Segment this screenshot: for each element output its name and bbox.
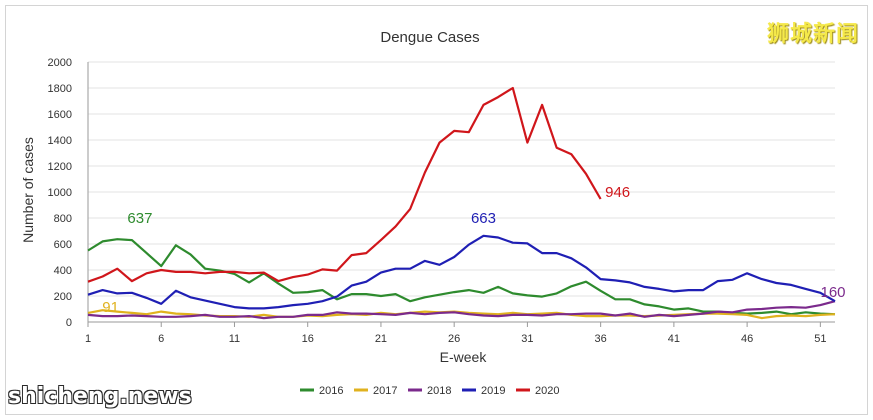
- x-tick-label: 16: [302, 333, 314, 345]
- data-annotation: 663: [471, 210, 496, 227]
- y-axis-label: Number of cases: [20, 137, 36, 243]
- x-tick-label: 46: [741, 333, 753, 345]
- y-tick-label: 1600: [48, 109, 72, 121]
- data-annotation: 637: [127, 210, 152, 227]
- y-tick-label: 1200: [48, 161, 72, 173]
- legend-label: 2019: [481, 385, 505, 397]
- x-tick-label: 31: [521, 333, 533, 345]
- site-watermark: shicheng.news: [8, 384, 192, 409]
- legend-label: 2020: [535, 385, 559, 397]
- y-tick-label: 1400: [48, 135, 72, 147]
- y-tick-label: 1800: [48, 83, 72, 95]
- legend-label: 2016: [319, 385, 343, 397]
- legend-label: 2018: [427, 385, 451, 397]
- series-lines: [87, 86, 836, 320]
- x-tick-label: 36: [595, 333, 607, 345]
- data-annotation: 91: [102, 299, 119, 316]
- data-annotations: 637 91 663 946 160: [102, 184, 845, 316]
- y-tick-label: 0: [66, 317, 72, 329]
- x-tick-label: 41: [668, 333, 680, 345]
- y-tick-label: 600: [54, 239, 72, 251]
- x-tick-label: 11: [229, 333, 240, 345]
- legend-label: 2017: [373, 385, 397, 397]
- data-annotation: 160: [820, 284, 845, 301]
- chart-title: Dengue Cases: [380, 29, 479, 46]
- x-tick-label: 6: [158, 333, 164, 345]
- x-tick-label: 1: [85, 333, 91, 345]
- x-tick-label: 26: [448, 333, 460, 345]
- y-tick-label: 800: [54, 213, 72, 225]
- y-tick-label: 200: [54, 291, 72, 303]
- data-annotation: 946: [605, 184, 630, 201]
- gridlines: [88, 61, 835, 323]
- x-tick-label: 51: [814, 333, 826, 345]
- brand-watermark: 狮城新闻: [766, 22, 859, 47]
- series-line-2020: [87, 86, 602, 283]
- legend: 2016 2017 2018 2019 2020: [300, 385, 559, 397]
- y-tick-label: 400: [54, 265, 72, 277]
- y-tick-label: 2000: [48, 57, 72, 69]
- y-tick-label: 1000: [48, 187, 72, 199]
- chart-frame: [5, 5, 868, 415]
- series-line-2019: [87, 234, 836, 310]
- x-axis-label: E-week: [440, 349, 488, 365]
- series-line-2018: [87, 300, 836, 320]
- x-tick-label: 21: [375, 333, 387, 345]
